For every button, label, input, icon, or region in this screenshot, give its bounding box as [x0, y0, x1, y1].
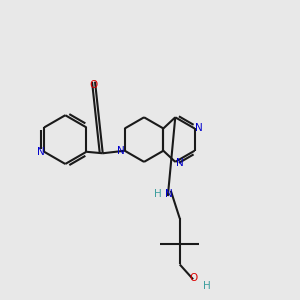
Text: N: N — [165, 189, 172, 199]
Text: H: H — [202, 281, 210, 291]
Text: H: H — [154, 189, 162, 199]
Text: O: O — [89, 80, 98, 90]
Text: N: N — [176, 158, 183, 168]
Text: O: O — [190, 273, 198, 283]
Text: N: N — [195, 123, 202, 133]
Text: N: N — [117, 146, 125, 156]
Text: N: N — [37, 147, 44, 157]
